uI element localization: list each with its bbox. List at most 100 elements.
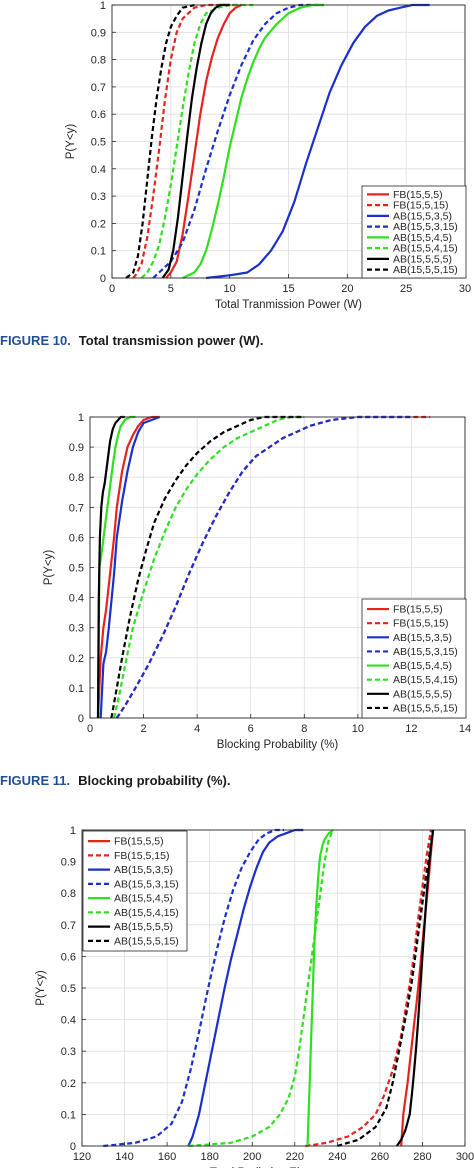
- series-line-AB(15,5,4,5): [96, 415, 136, 719]
- series-line-AB(15,5,3,15): [115, 415, 412, 719]
- legend-label: AB(15,5,3,15): [114, 878, 179, 890]
- y-tick-label: 0.2: [61, 1078, 76, 1090]
- x-tick-label: 160: [158, 1151, 176, 1163]
- y-tick-label: 1: [100, 0, 106, 12]
- y-tick-label: 0.2: [91, 218, 106, 230]
- x-tick-label: 200: [243, 1151, 261, 1163]
- y-tick-label: 0.4: [61, 1015, 76, 1027]
- series-line-AB(15,5,5,5): [395, 829, 435, 1147]
- x-tick-label: 2: [141, 723, 147, 735]
- legend-label: AB(15,5,5,5): [114, 921, 173, 933]
- series-line-AB(15,5,3,15): [103, 828, 285, 1148]
- y-tick-label: 0.6: [91, 109, 106, 121]
- y-tick-label: 0.9: [91, 27, 106, 39]
- y-tick-label: 0.1: [69, 683, 84, 695]
- x-tick-label: 12: [405, 723, 417, 735]
- y-tick-label: 0: [70, 1141, 76, 1153]
- legend-label: AB(15,5,3,15): [393, 221, 458, 233]
- x-axis-label: Blocking Probability (%): [217, 739, 339, 751]
- x-tick-label: 5: [168, 283, 174, 295]
- x-tick-label: 140: [115, 1151, 133, 1163]
- figure-11-text: Blocking probability (%).: [78, 773, 231, 788]
- x-tick-label: 280: [413, 1151, 431, 1163]
- legend-label: FB(15,5,15): [393, 618, 448, 630]
- y-tick-label: 0.3: [61, 1046, 76, 1058]
- x-axis-label: Total Tranmission Power (W): [215, 299, 362, 311]
- series-line-AB(15,5,4,15): [113, 415, 305, 719]
- chart-1: 0 5 10 15 20 25 30 0 0.1 0.2 0.3 0.4 0.5 0.6 0.7 0.8 0.9…: [65, 0, 471, 311]
- legend-label: AB(15,5,4,15): [393, 674, 458, 686]
- legend-label: AB(15,5,4,5): [114, 893, 173, 905]
- figure-10-label: FIGURE 10.: [0, 333, 71, 348]
- series-line-FB(15,5,15): [132, 3, 242, 279]
- legend-label: FB(15,5,15): [114, 850, 169, 862]
- x-tick-label: 0: [87, 723, 93, 735]
- chart-2: 0 2 4 6 8 10 12 14 0 0.1 0.2 0.3 0.4 0.5 0.6 0.7 0.8 0.9 1…: [43, 412, 471, 751]
- legend-label: AB(15,5,4,15): [393, 243, 458, 255]
- figure-11-label: FIGURE 11.: [0, 773, 71, 788]
- figure-10-text: Total transmission power (W).: [78, 333, 264, 348]
- x-tick-label: 30: [459, 283, 471, 295]
- series-line-AB(15,5,5,15): [125, 3, 195, 279]
- y-axis-label: P(Y<y): [65, 124, 77, 160]
- legend-label: AB(15,5,4,5): [393, 660, 452, 672]
- x-tick-label: 6: [248, 723, 254, 735]
- y-axis-label: P(Y<y): [35, 970, 47, 1006]
- legend-label: FB(15,5,5): [393, 189, 443, 201]
- y-tick-label: 0.9: [69, 442, 84, 454]
- chart-3: 120 140 160 180 200 220 240 260 280 300 0 0.1 0.2 0.3…: [35, 825, 474, 1168]
- x-tick-label: 220: [286, 1151, 304, 1163]
- legend-label: AB(15,5,5,5): [393, 688, 452, 700]
- y-tick-label: 0.6: [69, 532, 84, 544]
- y-tick-label: 1: [70, 825, 76, 837]
- x-tick-label: 240: [328, 1151, 346, 1163]
- legend-label: AB(15,5,5,5): [393, 253, 452, 265]
- y-tick-label: 0.8: [91, 55, 106, 67]
- legend-label: AB(15,5,5,15): [114, 935, 179, 947]
- series-line-AB(15,5,5,5): [161, 3, 230, 279]
- y-tick-label: 1: [78, 412, 84, 424]
- series-line-AB(15,5,3,15): [152, 3, 324, 279]
- x-tick-label: 120: [73, 1151, 91, 1163]
- y-tick-label: 0.7: [69, 502, 84, 514]
- series-line-FB(15,5,5): [96, 415, 160, 719]
- y-tick-label: 0.1: [91, 246, 106, 258]
- x-tick-label: 10: [352, 723, 364, 735]
- y-axis-label: P(Y<y): [43, 550, 55, 586]
- series-line-AB(15,5,5,15): [336, 829, 435, 1148]
- x-tick-label: 300: [456, 1151, 474, 1163]
- x-tick-label: 10: [224, 283, 236, 295]
- series-line-AB(15,5,3,5): [99, 415, 160, 719]
- y-tick-label: 0.6: [61, 951, 76, 963]
- x-tick-label: 260: [371, 1151, 389, 1163]
- y-tick-label: 0.5: [91, 137, 106, 149]
- x-tick-label: 0: [109, 283, 115, 295]
- series-line-AB(15,5,3,5): [187, 828, 304, 1147]
- series-line-AB(15,5,4,5): [182, 3, 324, 279]
- legend-label: AB(15,5,3,5): [114, 864, 173, 876]
- y-tick-label: 0.2: [69, 653, 84, 665]
- y-tick-label: 0.3: [69, 623, 84, 635]
- x-tick-label: 8: [301, 723, 307, 735]
- figure-10-caption: FIGURE 10. Total transmission power (W).: [0, 333, 263, 348]
- series-line-AB(15,5,5,5): [96, 415, 125, 719]
- legend-label: AB(15,5,4,15): [114, 907, 179, 919]
- series-line-FB(15,5,15): [305, 829, 433, 1148]
- legend-box: [361, 598, 467, 719]
- legend-label: AB(15,5,3,5): [393, 632, 452, 644]
- series-line-AB(15,5,4,5): [306, 829, 334, 1147]
- x-tick-label: 15: [282, 283, 294, 295]
- y-tick-label: 0.8: [69, 472, 84, 484]
- x-tick-label: 14: [459, 723, 471, 735]
- y-tick-label: 0.5: [61, 983, 76, 995]
- y-tick-label: 0.1: [61, 1109, 76, 1121]
- legend-label: AB(15,5,5,15): [393, 702, 458, 714]
- x-tick-label: 20: [341, 283, 353, 295]
- series-line-AB(15,5,3,5): [205, 3, 430, 280]
- legend-label: AB(15,5,5,15): [393, 264, 458, 276]
- legend-label: AB(15,5,3,5): [393, 210, 452, 222]
- legend-label: FB(15,5,5): [393, 604, 443, 616]
- legend-box: [361, 185, 467, 279]
- y-tick-label: 0.7: [91, 82, 106, 94]
- y-tick-label: 0.5: [69, 563, 84, 575]
